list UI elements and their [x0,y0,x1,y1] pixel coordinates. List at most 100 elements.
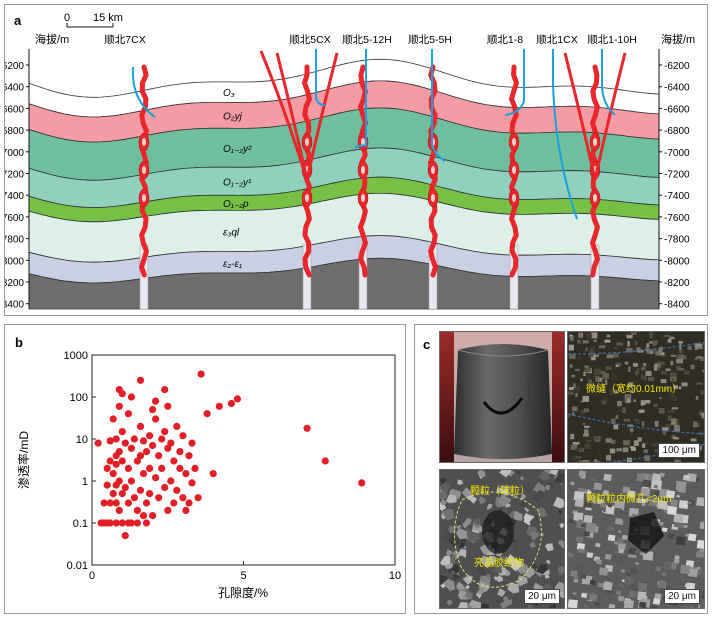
well-label: 顺北5CX [289,34,330,46]
depth-label-right: -7600 [664,213,690,224]
axis-title-right: 海拔/m [661,32,695,46]
data-point [161,386,168,393]
data-point [134,507,141,514]
fault-cavity [142,166,146,174]
depth-label-left: -8200 [5,278,24,289]
depth-label-left: -6400 [5,83,24,94]
scale-start: 0 [64,12,70,24]
fault-cavity [512,166,516,174]
stratum-label: ε₂-ε₁ [223,259,242,270]
data-point [122,532,129,539]
data-point [146,490,153,497]
depth-label-right: -7000 [664,148,690,159]
data-point [158,435,165,442]
well-label: 顺北1-10H [587,34,637,46]
data-point [173,487,180,494]
depth-label-right: -8400 [664,300,690,311]
data-point [188,440,195,447]
scale-bar-3: 20 μm [664,589,700,604]
depth-label-left: -7200 [5,170,24,181]
data-point [104,465,111,472]
data-point [155,452,162,459]
y-axis-label: 渗透率/mD [16,431,31,489]
data-point [128,477,135,484]
data-point [137,377,144,384]
x-axis-label: 孔隙度/% [218,585,268,600]
data-point [125,499,132,506]
y-tick-label: 0.01 [67,560,88,572]
fault-cavity [305,138,309,146]
data-point [173,423,180,430]
data-point [143,499,150,506]
depth-label-right: -7400 [664,191,690,202]
core-sample-drawing [440,332,565,463]
data-point [152,398,159,405]
data-point [167,440,174,447]
data-point [152,415,159,422]
data-point [137,452,144,459]
data-point [149,512,156,519]
data-point [104,482,111,489]
data-point [204,410,211,417]
data-point [143,519,150,526]
data-point [234,395,241,402]
x-tick-label: 10 [389,570,401,582]
data-point [125,465,132,472]
data-point [122,484,129,491]
data-point [146,465,153,472]
depth-label-right: -7200 [664,170,690,181]
fault-cavity [142,194,146,202]
data-point [128,393,135,400]
depth-label-left: -8000 [5,256,24,267]
y-tick-label: 1000 [64,350,88,362]
data-point [176,448,183,455]
grain-annotation: 颗粒（球粒） [470,482,530,497]
core-cylinder [454,344,552,459]
y-tick-label: 1 [82,476,88,488]
data-point [164,507,171,514]
depth-label-right: -6200 [664,61,690,72]
dissolution-pore [482,510,514,554]
data-point [182,507,189,514]
depth-label-left: -7400 [5,191,24,202]
depth-label-right: -8200 [664,278,690,289]
well-label: 顺北5-12H [342,34,392,46]
data-point [164,403,171,410]
depth-label-left: -6800 [5,126,24,137]
panel-c-label-wrap: c [419,333,439,357]
well-label: 顺北1-8 [487,34,523,46]
data-point [131,494,138,501]
fault-cavity [593,138,597,146]
depth-label-right: -6600 [664,104,690,115]
data-point [170,457,177,464]
data-point [134,519,141,526]
fracture-annotation: 微缝（宽约0.01mm） [586,380,682,395]
panel-c-label: c [423,337,430,352]
data-point [185,452,192,459]
stratum-label: O₁₋₂y¹ [223,177,252,188]
data-point [137,487,144,494]
data-point [113,461,120,468]
data-point [158,465,165,472]
core-sample-photo [439,331,565,463]
scale-label: 15 km [93,12,123,24]
fault-cavity [593,194,597,202]
y-tick-label: 10 [76,434,88,446]
data-point [167,477,174,484]
fault-cavity [361,194,365,202]
depth-label-right: -6800 [664,126,690,137]
data-point [188,479,195,486]
panel-a-label: a [14,13,22,28]
data-point [179,494,186,501]
panel-b-label: b [15,335,23,350]
data-point [110,490,117,497]
data-point [195,494,202,501]
data-point [128,445,135,452]
data-point [161,428,168,435]
fault-cavity [431,166,435,174]
data-point [125,410,132,417]
data-point [110,415,117,422]
depth-label-right: -8000 [664,256,690,267]
